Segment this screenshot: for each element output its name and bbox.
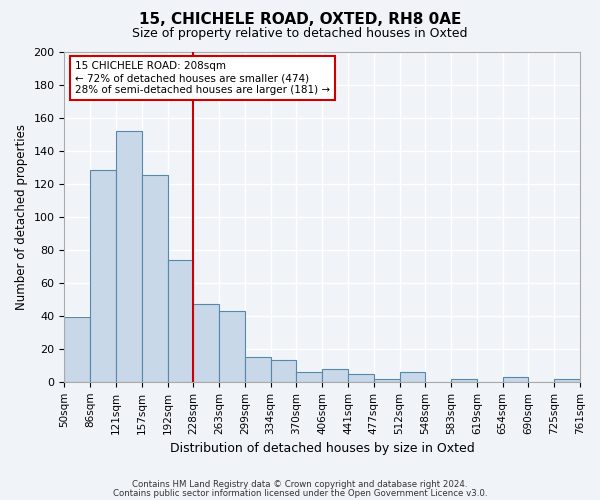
Text: 15, CHICHELE ROAD, OXTED, RH8 0AE: 15, CHICHELE ROAD, OXTED, RH8 0AE [139,12,461,28]
Bar [400,372,425,382]
X-axis label: Distribution of detached houses by size in Oxted: Distribution of detached houses by size … [170,442,475,455]
Bar [219,311,245,382]
Bar [116,131,142,382]
Bar [451,378,477,382]
Text: Contains public sector information licensed under the Open Government Licence v3: Contains public sector information licen… [113,488,487,498]
Bar [554,378,580,382]
Text: 15 CHICHELE ROAD: 208sqm
← 72% of detached houses are smaller (474)
28% of semi-: 15 CHICHELE ROAD: 208sqm ← 72% of detach… [75,62,330,94]
Bar [64,318,90,382]
Bar [167,260,193,382]
Bar [348,374,374,382]
Bar [322,368,348,382]
Bar [245,357,271,382]
Text: Size of property relative to detached houses in Oxted: Size of property relative to detached ho… [132,28,468,40]
Bar [142,176,167,382]
Bar [193,304,219,382]
Y-axis label: Number of detached properties: Number of detached properties [15,124,28,310]
Bar [296,372,322,382]
Bar [374,378,400,382]
Bar [90,170,116,382]
Bar [503,377,529,382]
Bar [271,360,296,382]
Text: Contains HM Land Registry data © Crown copyright and database right 2024.: Contains HM Land Registry data © Crown c… [132,480,468,489]
